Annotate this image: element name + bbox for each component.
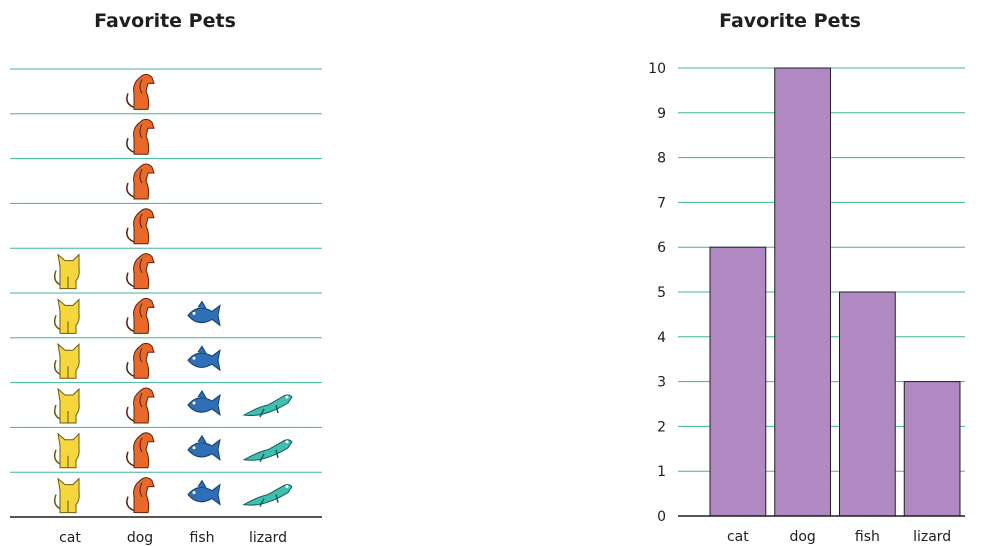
pictograph-x-tick-label: fish [190,530,215,546]
cat-icon [53,477,80,514]
bar-chart: Favorite Pets 0 1 2 3 4 5 6 7 8 9 10 cat dog fish liza… [620,0,987,546]
x-tick-label: dog [789,529,815,545]
bar-dog [774,67,831,517]
lizard-icon [242,439,293,463]
dog-icon [126,432,155,469]
bar-chart-title: Favorite Pets [719,10,861,32]
bar-fish [839,291,896,517]
dog-icon [126,477,155,514]
cat-icon [53,432,80,469]
cat-icon [53,387,80,424]
dog-icon [126,387,155,424]
pictograph-title: Favorite Pets [94,10,236,32]
y-tick-label: 4 [657,330,666,346]
y-tick-label: 5 [657,285,666,301]
fish-icon [187,479,221,506]
lizard-icon [242,484,293,507]
dog-icon [126,73,155,110]
y-tick-label: 1 [657,464,666,480]
y-tick-label: 6 [657,240,666,256]
dog-icon [126,163,155,200]
fish-icon [187,300,221,327]
dog-icon [126,342,155,379]
y-tick-label: 9 [657,106,666,122]
fish-icon [187,345,221,372]
dog-icon [126,118,155,155]
x-tick-label: fish [855,529,880,545]
pictograph-plot: cat dog fish lizard [10,68,322,546]
pictograph-x-tick-label: lizard [249,530,287,546]
y-tick-label: 10 [648,61,666,77]
y-tick-label: 0 [657,509,666,525]
cat-icon [53,342,80,379]
lizard-icon [242,394,293,418]
pictograph-x-tick-label: cat [59,530,81,546]
bar-cat [709,246,767,517]
pictograph-chart: Favorite Pets cat dog fish lizard [0,0,340,546]
x-tick-label: cat [727,529,749,545]
fish-icon [187,434,221,461]
x-tick-label: lizard [913,529,951,545]
y-tick-label: 2 [657,419,666,435]
pictograph-x-tick-label: dog [127,530,153,546]
dog-icon [126,253,155,290]
fish-icon [187,390,221,417]
y-tick-label: 3 [657,375,666,391]
bar-plot: 0 1 2 3 4 5 6 7 8 9 10 cat dog fish lizard [648,61,965,545]
dog-icon [126,297,155,334]
dog-icon [126,208,155,245]
y-tick-label: 7 [657,195,666,211]
y-tick-label: 8 [657,151,666,167]
bar-lizard [903,381,961,517]
cat-icon [53,298,80,334]
cat-icon [53,253,80,290]
